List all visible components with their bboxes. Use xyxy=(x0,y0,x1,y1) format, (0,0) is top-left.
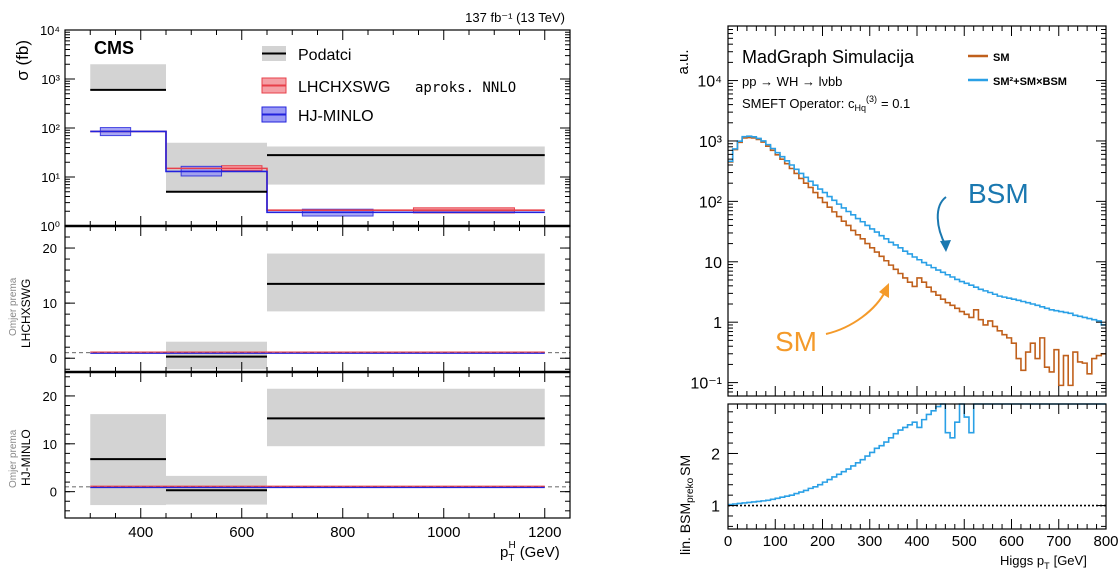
process-label: pp → WH → lνbb xyxy=(742,74,842,89)
ylabel-ratio-hj-line1: Omjer prema xyxy=(8,429,19,488)
y-tick-label: 20 xyxy=(43,241,57,256)
annotation-sm-arrow xyxy=(825,289,887,335)
ratio-hj-panel: 0 10 20 400 600 800 1000 1200 xyxy=(43,371,571,541)
data-uncertainty-band xyxy=(90,64,166,90)
operator-label: SMEFT Operator: cHq(3) = 0.1 xyxy=(742,94,910,113)
panel-frame xyxy=(727,403,1107,530)
y-tick-label: 10² xyxy=(41,121,60,136)
hj-prediction-line xyxy=(90,130,545,214)
legend-bsm-label: SM²+SM×BSM xyxy=(993,76,1067,88)
annotation-bsm-arrowhead xyxy=(940,240,951,252)
x-tick-label: 1200 xyxy=(528,524,561,541)
legend-data-label: Podatci xyxy=(298,47,351,64)
ylabel-ratio-lhc-line1: Omjer prema xyxy=(8,277,19,336)
y-tick-label: 10⁴ xyxy=(697,74,722,91)
data-uncertainty-band xyxy=(267,146,545,185)
legend-lhc-suffix: aproks. NNLO xyxy=(415,80,516,96)
cms-label: CMS xyxy=(94,38,134,58)
x-tick-label: 1000 xyxy=(427,524,460,541)
ratio-uncertainty-band xyxy=(267,253,545,312)
x-tick-label: 400 xyxy=(904,533,929,550)
ratio-uncertainty-band xyxy=(166,341,267,370)
y-tick-label: 10⁻¹ xyxy=(690,376,722,393)
y-tick-label: 1 xyxy=(713,315,722,332)
cross-section-panel: 10⁰ 10¹ 10² 10³ 10⁴ CMS Podatci LHCHXSWG apr… xyxy=(40,23,571,234)
legend-hj-label: HJ-MINLO xyxy=(298,108,374,125)
ratio-lhc-panel: 0 10 20 xyxy=(43,225,571,373)
y-tick-label: 10 xyxy=(43,437,57,452)
y-tick-label: 10³ xyxy=(41,72,60,87)
y-tick-label: 0 xyxy=(50,351,57,366)
x-tick-label: 600 xyxy=(229,524,254,541)
y-tick-label: 2 xyxy=(711,446,720,463)
y-tick-label: 10 xyxy=(704,255,722,272)
ylabel-cross-section: σ (fb) xyxy=(13,40,32,81)
x-tick-label: 600 xyxy=(999,533,1024,550)
xlabel: pTH (GeV) xyxy=(500,540,560,564)
annotation-sm: SM xyxy=(775,326,817,357)
ylabel-au: a.u. xyxy=(675,49,692,74)
x-tick-label: 400 xyxy=(128,524,153,541)
annotation-sm-arrowhead xyxy=(879,283,889,298)
x-tick-label: 500 xyxy=(952,533,977,550)
x-tick-label: 700 xyxy=(1046,533,1071,550)
legend: Podatci LHCHXSWG aproks. NNLO HJ-MINLO xyxy=(261,46,516,125)
y-tick-label: 20 xyxy=(43,389,57,404)
annotation-bsm: BSM xyxy=(968,178,1029,209)
x-tick-label: 800 xyxy=(1093,533,1118,550)
higgs-pt-panel: 10⁻¹ 1 10 10² 10³ 10⁴ MadGraph Simulacija pp … xyxy=(690,25,1107,397)
x-tick-label: 100 xyxy=(763,533,788,550)
annotation-bsm-arrow xyxy=(936,196,947,247)
ratio-histogram xyxy=(728,403,1106,506)
y-tick-label: 0 xyxy=(50,485,57,500)
y-tick-label: 10⁴ xyxy=(40,23,60,38)
x-tick-label: 800 xyxy=(330,524,355,541)
left-figure: 137 fb⁻¹ (13 TeV) 10⁰ 10¹ 10² 10³ 10⁴ CMS Po… xyxy=(8,10,571,564)
x-tick-label: 200 xyxy=(810,533,835,550)
y-tick-label: 10 xyxy=(43,296,57,311)
ylabel-ratio: lin. BSMprekoSM xyxy=(677,455,696,555)
panel-frame xyxy=(727,25,1107,397)
xlabel-right: Higgs pT [GeV] xyxy=(1000,553,1087,570)
legend-lhc-label: LHCHXSWG xyxy=(298,79,390,96)
y-tick-label: 10¹ xyxy=(41,170,60,185)
ratio-panel: 1 2 0 100 200 300 400 500 600 700 800 xyxy=(711,403,1119,550)
x-tick-label: 300 xyxy=(857,533,882,550)
right-title: MadGraph Simulacija xyxy=(742,47,915,67)
y-tick-label: 10² xyxy=(699,194,723,211)
x-tick-label: 0 xyxy=(724,533,732,550)
luminosity-label: 137 fb⁻¹ (13 TeV) xyxy=(465,10,565,25)
y-tick-label: 10³ xyxy=(699,134,723,151)
ylabel-ratio-lhc-line2: LHCHXSWG xyxy=(19,279,33,348)
sm-histogram xyxy=(728,136,1106,387)
y-tick-label: 10⁰ xyxy=(40,219,60,234)
bsm-histogram xyxy=(728,135,1106,326)
ylabel-ratio-hj-line2: HJ-MINLO xyxy=(19,429,33,486)
legend-sm-label: SM xyxy=(993,52,1010,64)
y-tick-label: 1 xyxy=(711,499,720,516)
